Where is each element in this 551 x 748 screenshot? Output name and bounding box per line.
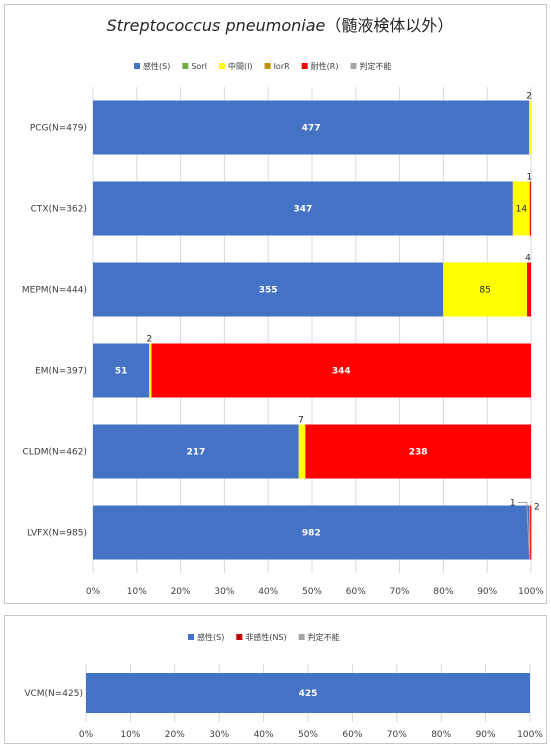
legend-swatch-i [218,63,225,69]
x-tick-label: 90% [477,587,497,597]
x-tick-label: 70% [390,587,410,597]
data-label: 477 [302,124,321,134]
category-label: CLDM(N=462) [23,448,87,458]
x-tick-label: 60% [346,587,366,597]
bar-mepm-n-444-i [443,262,528,317]
category-label: EM(N=397) [35,367,87,377]
x-tick-label: 50% [298,730,318,740]
chart-title: Streptococcus pneumoniae（髄液検体以外） [107,16,454,35]
legend-label: 耐性(R) [311,61,339,71]
category-label: CTX(N=362) [31,205,87,215]
legend-swatch-r [301,63,308,69]
bar-pcg-n-479-i [529,100,531,155]
main-chart-panel: Streptococcus pneumoniae（髄液検体以外） 感性(S) Sor… [4,4,547,604]
bar-ctx-n-362-r [529,181,531,236]
bar-em-n-397-s [93,343,150,398]
category-label: VCM(N=425) [24,689,83,699]
data-label: 425 [299,689,318,699]
bar-cldm-n-462-s [93,424,299,479]
legend-swatch-s [134,63,140,69]
data-label: 4 [525,254,531,264]
x-tick-label: 0% [79,730,94,740]
x-tick-label: 30% [209,730,229,740]
data-label: 1 [527,173,533,183]
category-label: PCG(N=479) [30,124,87,134]
data-label: 2 [147,335,153,345]
legend-label: 非感性(NS) [245,632,286,642]
legend-label: 感性(S) [143,61,170,71]
legend-swatch-sori [182,63,189,69]
x-tick-label: 0% [86,587,101,597]
legend-label: 中間(I) [228,61,253,71]
vcm-chart-panel: 感性(S) 非感性(NS) 判定不能 0% 10% 20% 30% 40% 50% 60% 70% 8… [4,615,547,744]
legend-swatch-ns [236,634,243,640]
bar-lvfx-n-985-s [93,505,530,560]
x-tick-label: 10% [127,587,147,597]
data-label: 14 [516,205,528,215]
category-label: LVFX(N=985) [27,529,87,539]
bar-cldm-n-462-r [305,424,531,479]
x-tick-label: 30% [214,587,234,597]
data-label: 355 [259,286,278,296]
data-label: 217 [186,448,205,458]
bar-em-n-397-i [149,343,152,398]
category-label: MEPM(N=444) [22,286,87,296]
data-label: 7 [298,416,304,426]
legend-label: IorR [274,62,291,71]
main-chart: Streptococcus pneumoniae（髄液検体以外） 感性(S) Sor… [22,16,544,597]
legend-swatch-iorr [264,63,271,69]
x-tick-label: 60% [342,730,362,740]
data-label: 2 [534,503,540,513]
legend-label: 感性(S) [197,632,224,642]
legend-swatch- [298,634,305,640]
x-tick-label: 70% [387,730,407,740]
x-tick-label: 50% [302,587,322,597]
bar-lvfx-n-985-r [530,505,532,560]
legend-swatch-s [188,634,194,640]
leader-line [526,502,531,560]
x-tick-label: 20% [165,730,185,740]
x-tick-label: 20% [171,587,191,597]
legend-label: 判定不能 [359,61,391,71]
data-label: 238 [409,448,428,458]
bar-ctx-n-362-i [512,181,530,236]
data-label: 344 [332,367,351,377]
data-label: 2 [526,92,532,102]
x-tick-label: 40% [258,587,278,597]
bar-mepm-n-444-s [93,262,444,317]
x-tick-label: 100% [517,730,543,740]
x-tick-label: 80% [431,730,451,740]
data-label: 51 [115,367,128,377]
vcm-chart: 感性(S) 非感性(NS) 判定不能 0% 10% 20% 30% 40% 50% 60% 70% 8… [24,632,543,740]
bar-ctx-n-362-s [93,181,513,236]
legend-label: SorI [191,62,207,71]
data-label: 85 [479,286,490,296]
data-label: 347 [294,205,313,215]
data-label: 982 [302,529,321,539]
bar-mepm-n-444-r [527,262,531,317]
x-tick-label: 10% [120,730,140,740]
bar-em-n-397-r [151,343,531,398]
x-tick-label: 40% [254,730,274,740]
legend-label: 判定不能 [308,632,340,642]
x-tick-label: 80% [433,587,453,597]
data-label: 1 [510,499,516,509]
x-tick-label: 100% [518,587,544,597]
legend-swatch- [350,63,357,69]
bar-pcg-n-479-s [93,100,530,155]
x-tick-label: 90% [476,730,496,740]
bar-vcm-n-425-s [86,673,530,713]
bar-cldm-n-462-i [298,424,306,479]
